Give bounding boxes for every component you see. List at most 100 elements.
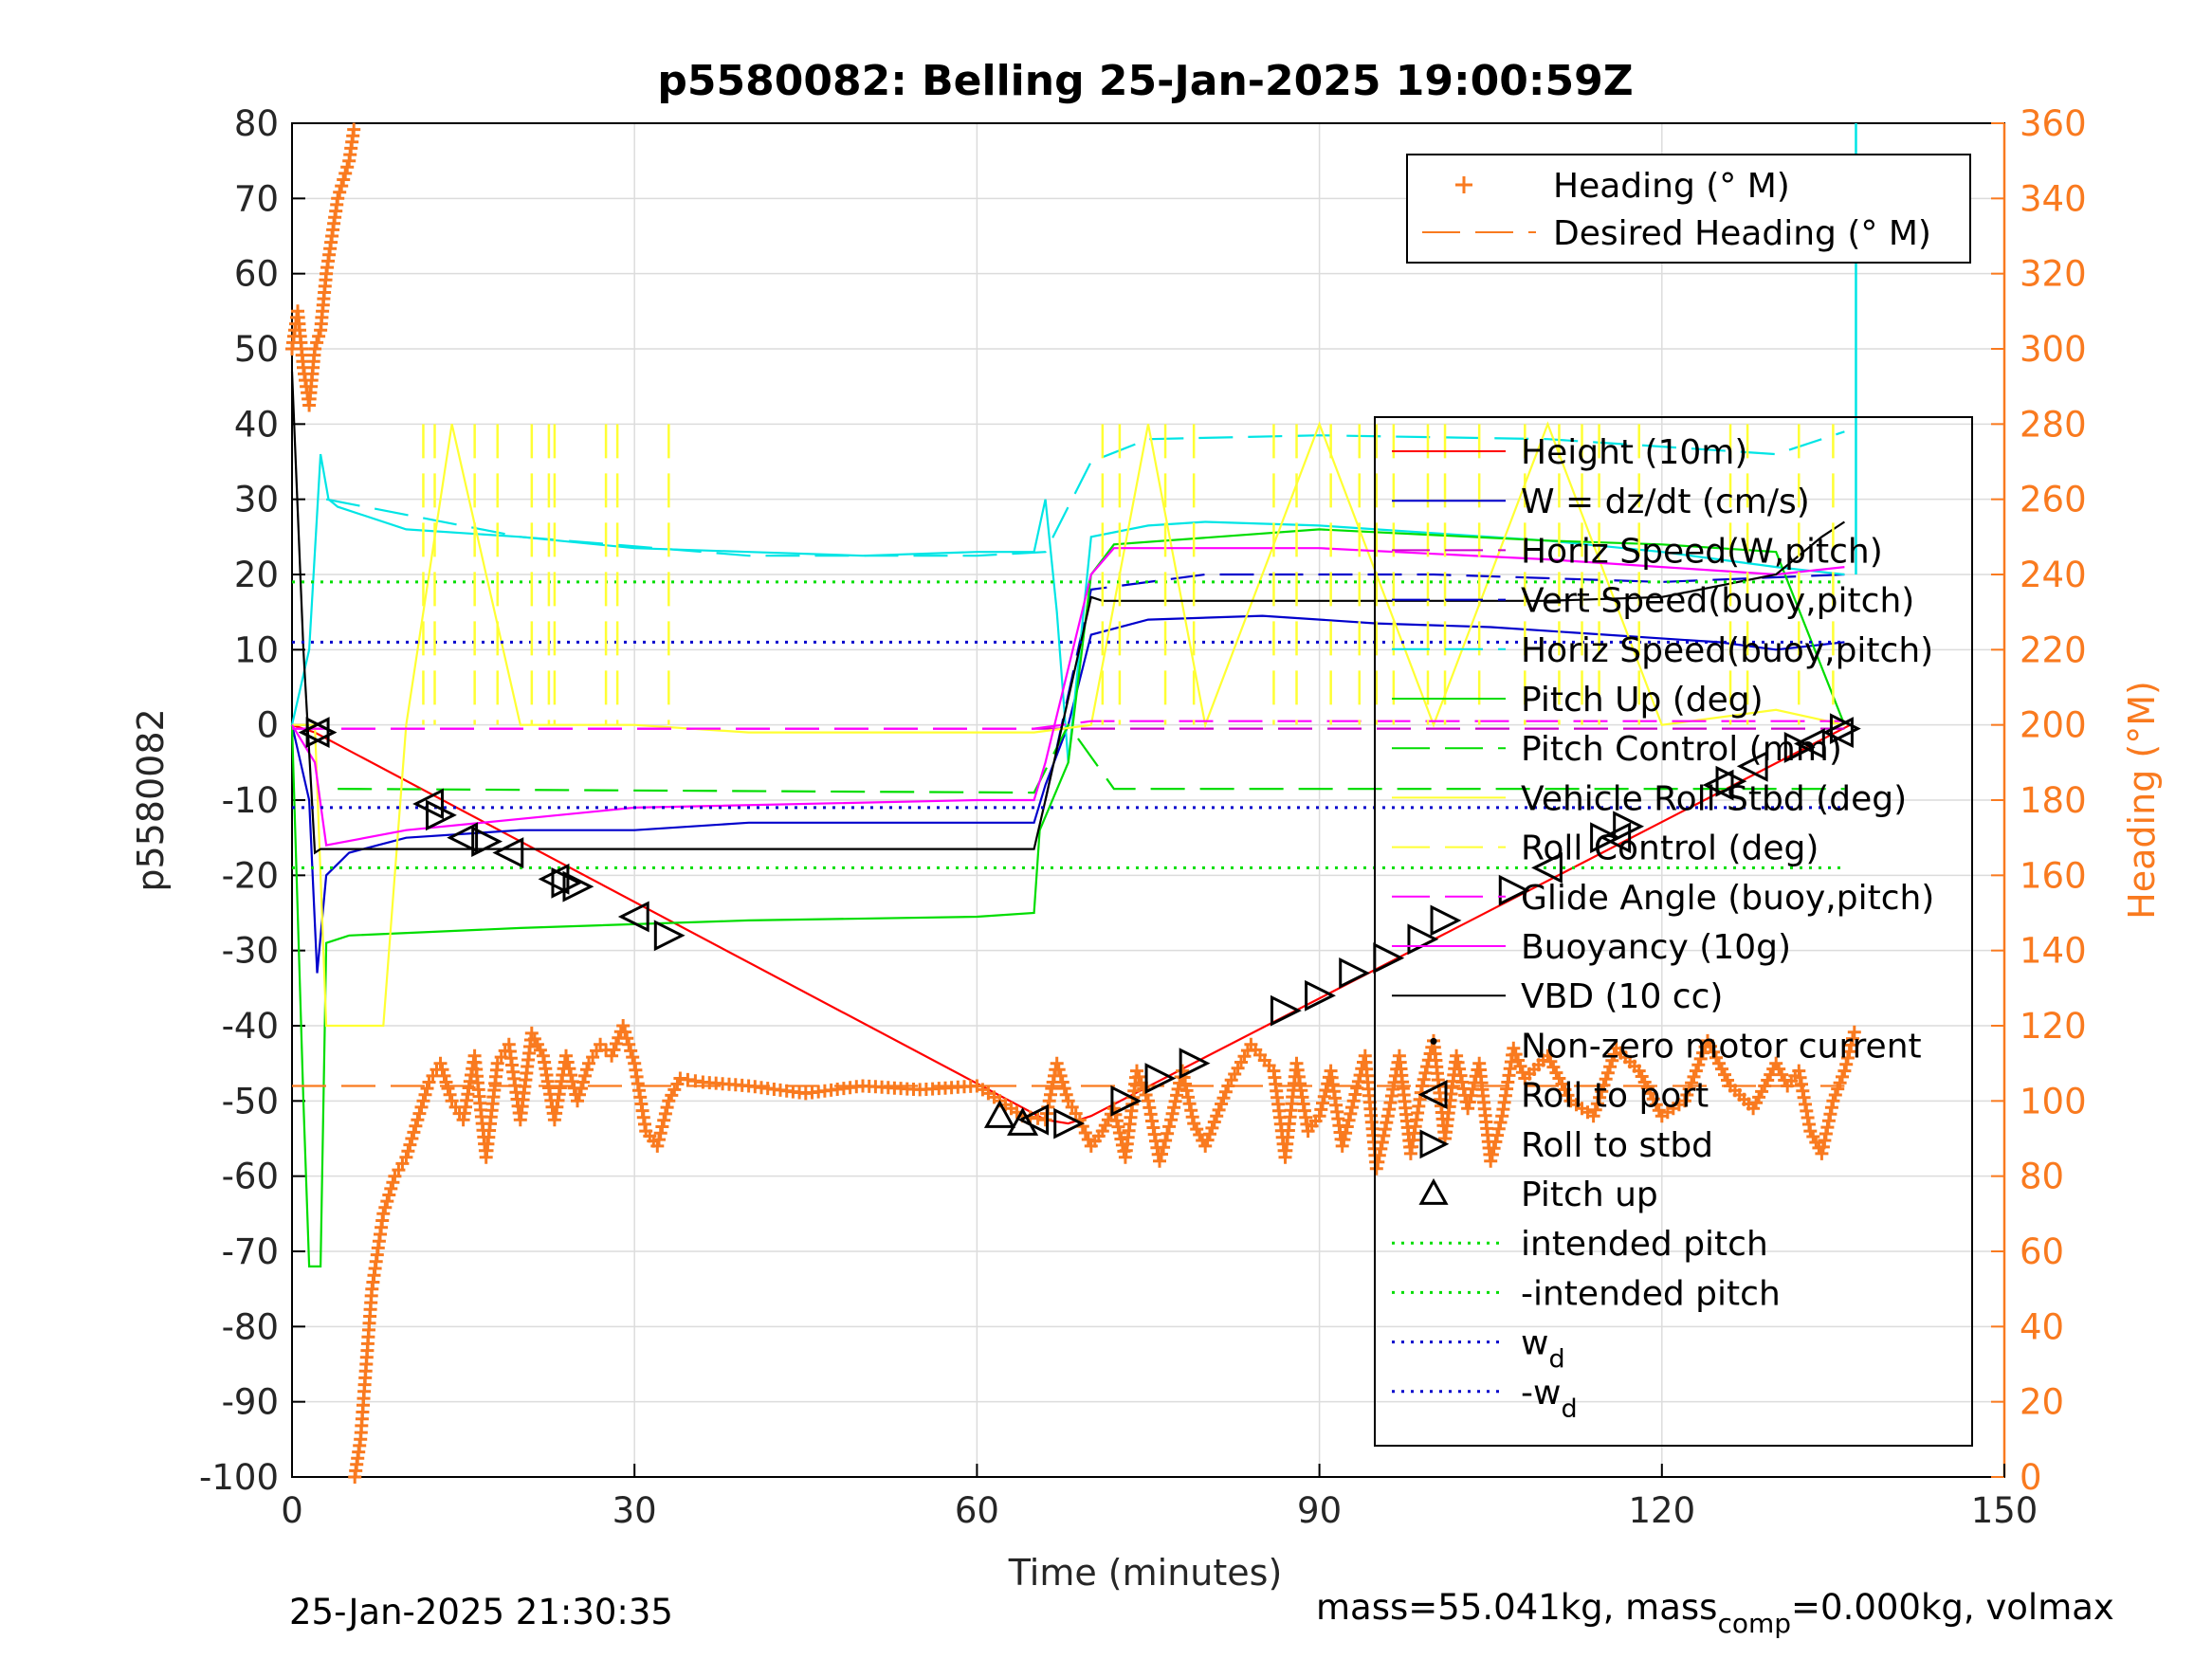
marker-tri-left <box>298 717 330 749</box>
x-tick-label: 150 <box>1971 1490 2038 1531</box>
y-tick-label: -80 <box>222 1306 279 1347</box>
series-buoyancy-10g <box>291 547 1845 847</box>
legend-main-box <box>1374 416 1973 1447</box>
y-tick-label: 50 <box>234 329 279 370</box>
heading-series <box>285 122 1861 1484</box>
x-tick-label: 120 <box>1628 1490 1695 1531</box>
chart-title: p5580082: Belling 25-Jan-2025 19:00:59Z <box>657 57 1633 105</box>
y-tick-label: -40 <box>222 1006 279 1047</box>
legend-label-height-10m-0: Height (10m) <box>1521 433 1747 472</box>
y-axis-right: 3603403203002802602402202001801601401201… <box>1991 103 2087 1498</box>
legend-heading-box <box>1406 154 1971 264</box>
footer-mass: mass=55.041kg, masscomp=0.000kg, volmax <box>1316 1587 2114 1639</box>
y2-tick-label: 320 <box>2020 254 2087 295</box>
y-tick-label: 60 <box>234 254 279 295</box>
y-tick-label: -50 <box>222 1081 279 1121</box>
y-tick-label: 30 <box>234 480 279 520</box>
y2-tick-label: 280 <box>2020 404 2087 445</box>
y2-tick-label: 160 <box>2020 855 2087 896</box>
marker-tri-right <box>1430 904 1462 937</box>
marker-tri-right <box>1715 765 1747 797</box>
legend-label-pitch-up-deg-5: Pitch Up (deg) <box>1521 681 1764 720</box>
y-tick-label: -10 <box>222 780 279 821</box>
marker-tri-right <box>1339 957 1371 989</box>
footer-date: 25-Jan-2025 21:30:35 <box>289 1592 673 1632</box>
legend-label-roll-to-port-13: Roll to port <box>1521 1077 1709 1116</box>
y-tick-label: 70 <box>234 178 279 219</box>
y-tick-label: 10 <box>234 629 279 670</box>
x-axis: 0 30 60 90 120 150 <box>281 1464 2038 1531</box>
y2-tick-label: 220 <box>2020 629 2087 670</box>
legend-label-vehicle-roll-stbd-deg-7: Vehicle Roll Stbd (deg) <box>1521 779 1907 818</box>
series-height-10m <box>291 723 1852 1125</box>
marker-tri-left <box>1702 769 1734 801</box>
legend-main: Height (10m) W = dz/dt (cm/s) Horiz Speed(… <box>1374 416 1973 1447</box>
legend-label-heading-m-0: Heading (° M) <box>1553 167 1790 206</box>
y2-tick-label: 340 <box>2020 178 2087 219</box>
legend-label-intended-pitch-16: intended pitch <box>1521 1225 1768 1264</box>
marker-tri-left <box>617 901 649 933</box>
marker-tri-left <box>1736 750 1768 782</box>
marker-tri-left <box>1793 728 1825 759</box>
y2-tick-label: 200 <box>2020 705 2087 746</box>
legend-label-roll-to-stbd-14: Roll to stbd <box>1521 1126 1713 1165</box>
x-axis-label: Time (minutes) <box>1008 1552 1283 1594</box>
x-tick-label: 0 <box>281 1490 303 1531</box>
marker-tri-up <box>983 1100 1016 1128</box>
marker-tri-right <box>551 866 583 899</box>
footer-mass-prefix: mass=55.041kg, mass <box>1316 1587 1717 1628</box>
y2-tick-label: 140 <box>2020 931 2087 972</box>
series-pitch-up-deg <box>290 528 1846 1268</box>
marker-tri-left <box>1600 822 1632 854</box>
marker-tri-right <box>1270 994 1302 1027</box>
marker-tri-left <box>492 837 524 868</box>
series-vert-speed-buoy-pitch <box>1044 573 1845 801</box>
x-tick-label: 60 <box>955 1490 999 1531</box>
y2-tick-label: 0 <box>2020 1457 2042 1498</box>
y2-tick-label: 260 <box>2020 480 2087 520</box>
y-tick-label: 20 <box>234 555 279 595</box>
y-tick-label: 80 <box>234 103 279 144</box>
marker-tri-right <box>1179 1048 1211 1080</box>
y-axis-left: 80 70 60 50 40 30 20 10 0 -10 -20 -30 -40 -50 -60 -70 -8… <box>199 103 305 1498</box>
y-tick-label: -20 <box>222 855 279 896</box>
y-tick-label: -90 <box>222 1382 279 1423</box>
marker-tri-right <box>471 826 503 858</box>
legend-sample-pitch-up-15 <box>1418 1177 1449 1205</box>
marker-tri-right <box>1305 979 1336 1012</box>
y2-axis-label: Heading (°M) <box>2121 681 2163 920</box>
series-layer <box>290 123 1857 1268</box>
marker-tri-right <box>653 920 686 952</box>
series-w-dz-dt-cm-s <box>290 614 1845 974</box>
series-pitch-control-mm <box>338 722 1845 794</box>
marker-tri-right <box>1144 1063 1177 1094</box>
legend-label-non-zero-motor-current-12: Non-zero motor current <box>1521 1027 1922 1066</box>
legend-sample-roll-to-port-13 <box>1417 1080 1448 1110</box>
legend-heading: Heading (° M) Desired Heading (° M) <box>1406 154 1971 264</box>
y-tick-label: -70 <box>222 1231 279 1272</box>
series-roll-control-deg <box>292 421 1845 1028</box>
y-axis-label: p5580082 <box>130 708 172 891</box>
legend-label-glide-angle-buoy-pitch-9: Glide Angle (buoy,pitch) <box>1521 879 1934 918</box>
y-tick-label: -60 <box>222 1157 279 1197</box>
legend-label-desired-heading-m-1: Desired Heading (° M) <box>1553 214 1931 253</box>
series-vbd-10-cc <box>290 371 1846 855</box>
marker-tri-right <box>1498 874 1530 906</box>
x-tick-label: 90 <box>1297 1490 1342 1531</box>
y2-tick-label: 120 <box>2020 1006 2087 1047</box>
legend-label-horiz-speed-buoy-pitch-4: Horiz Speed(buoy,pitch) <box>1521 631 1933 670</box>
legend-label-intended-pitch-17: -intended pitch <box>1521 1274 1781 1313</box>
legend-label-w-d-19: -wd <box>1521 1374 1578 1424</box>
legend-label-vbd-10-cc-11: VBD (10 cc) <box>1521 977 1723 1016</box>
marker-tri-left <box>1017 1103 1050 1136</box>
marker-tri-right <box>1110 1085 1143 1117</box>
y2-tick-label: 20 <box>2020 1382 2064 1423</box>
legend-label-w-d-18: wd <box>1521 1324 1565 1375</box>
y2-tick-label: 100 <box>2020 1081 2087 1121</box>
marker-tri-right <box>1829 713 1861 745</box>
series-horiz-speed-buoy-pitch <box>290 453 1845 763</box>
legend-sample-non-zero-motor-current-12 <box>1430 1037 1437 1045</box>
legend-label-horiz-speed-w-pitch-2: Horiz Speed(W,pitch) <box>1521 532 1883 571</box>
y2-tick-label: 60 <box>2020 1231 2064 1272</box>
